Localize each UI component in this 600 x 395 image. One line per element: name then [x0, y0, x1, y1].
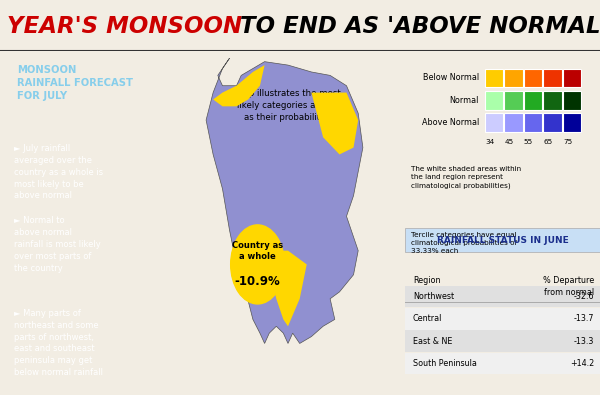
Text: Below Normal: Below Normal [423, 73, 479, 83]
Text: RAINFALL STATUS IN JUNE: RAINFALL STATUS IN JUNE [437, 236, 568, 245]
Text: ► Normal to
above normal
rainfall is most likely
over most parts of
the country: ► Normal to above normal rainfall is mos… [14, 216, 100, 273]
Text: The white shaded areas within
the land region represent
climatological probabili: The white shaded areas within the land r… [411, 166, 521, 189]
Text: YEAR'S MONSOON: YEAR'S MONSOON [7, 15, 250, 38]
FancyBboxPatch shape [505, 69, 523, 87]
Polygon shape [311, 92, 358, 154]
Text: ► Many parts of
northeast and some
parts of northwest,
east and southeast
penins: ► Many parts of northeast and some parts… [14, 309, 103, 377]
Text: -13.7: -13.7 [574, 314, 594, 324]
FancyBboxPatch shape [563, 69, 581, 87]
Text: Tercile categories have equal
climatological probabilities of
33.33% each: Tercile categories have equal climatolog… [411, 232, 517, 254]
Text: -10.9%: -10.9% [235, 275, 280, 288]
Text: Normal: Normal [450, 96, 479, 105]
FancyBboxPatch shape [405, 308, 600, 330]
FancyBboxPatch shape [485, 91, 503, 110]
FancyBboxPatch shape [524, 69, 542, 87]
FancyBboxPatch shape [405, 228, 600, 252]
Text: Above Normal: Above Normal [422, 118, 479, 127]
Polygon shape [213, 65, 265, 106]
Text: -32.6: -32.6 [574, 292, 594, 301]
Text: Map illustrates the most
likely categories as well
as their probabilities: Map illustrates the most likely categori… [236, 89, 340, 122]
FancyBboxPatch shape [524, 113, 542, 132]
Text: Region: Region [413, 276, 440, 286]
Text: Country as
a whole: Country as a whole [232, 241, 283, 261]
FancyBboxPatch shape [485, 113, 503, 132]
FancyBboxPatch shape [405, 353, 600, 374]
Polygon shape [265, 251, 307, 326]
Text: TO END AS 'ABOVE NORMAL'?: TO END AS 'ABOVE NORMAL'? [240, 15, 600, 38]
FancyBboxPatch shape [505, 113, 523, 132]
Text: 55: 55 [524, 139, 533, 145]
Text: ► July rainfall
averaged over the
country as a whole is
most likely to be
above : ► July rainfall averaged over the countr… [14, 144, 103, 200]
Text: Northwest: Northwest [413, 292, 454, 301]
Circle shape [230, 225, 284, 304]
FancyBboxPatch shape [563, 91, 581, 110]
FancyBboxPatch shape [405, 330, 600, 352]
FancyBboxPatch shape [405, 286, 600, 307]
Text: 34: 34 [485, 139, 494, 145]
FancyBboxPatch shape [544, 69, 562, 87]
Text: MONSOON
RAINFALL FORECAST
FOR JULY: MONSOON RAINFALL FORECAST FOR JULY [17, 65, 133, 101]
Text: 45: 45 [505, 139, 514, 145]
Text: % Departure
from normal: % Departure from normal [543, 276, 594, 297]
Text: Central: Central [413, 314, 442, 324]
Text: South Peninsula: South Peninsula [413, 359, 476, 368]
FancyBboxPatch shape [485, 69, 503, 87]
Text: +14.2: +14.2 [570, 359, 594, 368]
Text: 65: 65 [544, 139, 553, 145]
FancyBboxPatch shape [563, 113, 581, 132]
Polygon shape [206, 58, 363, 344]
Text: 75: 75 [563, 139, 572, 145]
FancyBboxPatch shape [544, 91, 562, 110]
Text: East & NE: East & NE [413, 337, 452, 346]
FancyBboxPatch shape [544, 113, 562, 132]
FancyBboxPatch shape [505, 91, 523, 110]
FancyBboxPatch shape [524, 91, 542, 110]
Text: -13.3: -13.3 [574, 337, 594, 346]
